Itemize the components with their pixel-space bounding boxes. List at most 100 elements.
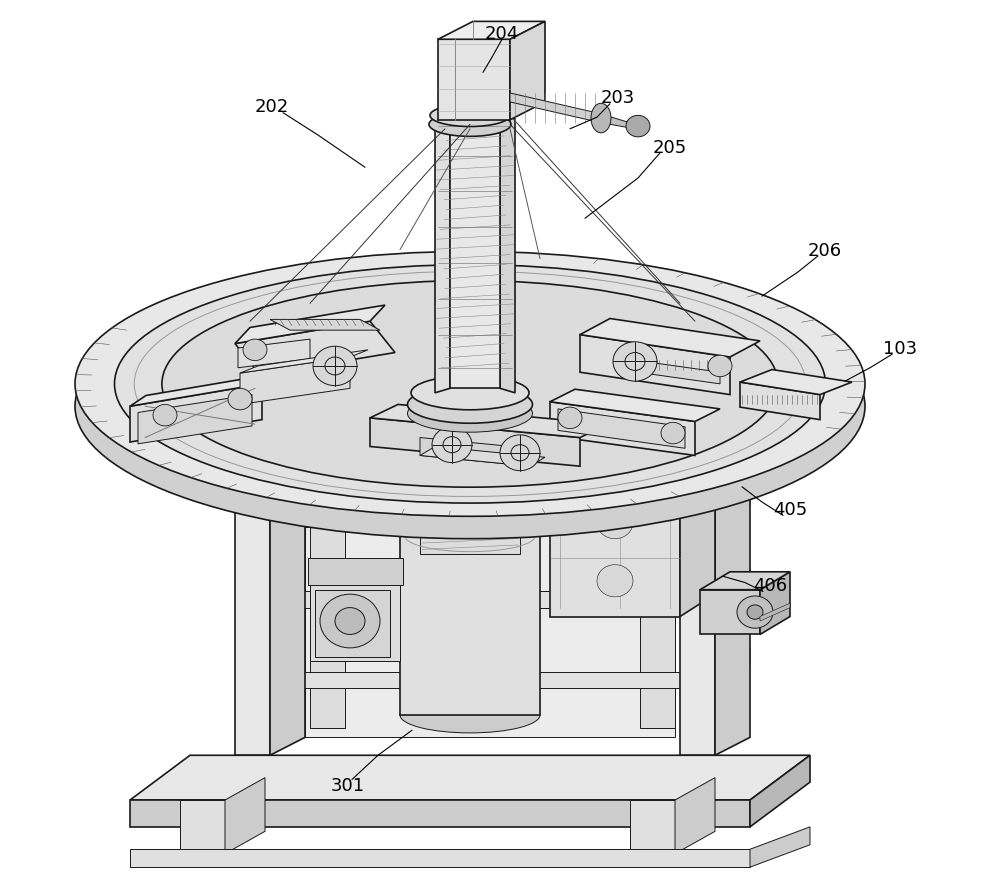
Ellipse shape (114, 266, 826, 503)
Polygon shape (130, 384, 262, 443)
Circle shape (747, 605, 763, 620)
Ellipse shape (400, 483, 540, 519)
Polygon shape (235, 511, 715, 527)
Polygon shape (255, 764, 295, 818)
Polygon shape (225, 778, 265, 854)
Circle shape (708, 356, 732, 377)
Polygon shape (235, 306, 385, 344)
Circle shape (335, 608, 365, 635)
Polygon shape (130, 849, 750, 867)
Ellipse shape (75, 252, 865, 517)
Polygon shape (235, 322, 395, 375)
Circle shape (597, 565, 633, 597)
Polygon shape (550, 402, 695, 456)
Polygon shape (700, 590, 760, 635)
Polygon shape (138, 395, 252, 444)
Circle shape (661, 423, 685, 444)
Polygon shape (625, 359, 720, 384)
Polygon shape (420, 438, 530, 467)
Text: 205: 205 (653, 139, 687, 156)
Polygon shape (420, 447, 545, 467)
Polygon shape (235, 456, 270, 755)
Ellipse shape (429, 113, 511, 137)
Circle shape (320, 595, 380, 648)
Circle shape (613, 342, 657, 382)
Polygon shape (238, 340, 310, 368)
Polygon shape (750, 827, 810, 867)
Polygon shape (440, 112, 510, 384)
Circle shape (626, 116, 650, 138)
Polygon shape (700, 572, 790, 590)
Polygon shape (435, 112, 450, 393)
Polygon shape (600, 114, 635, 130)
Circle shape (432, 427, 472, 463)
Ellipse shape (408, 386, 532, 424)
Polygon shape (438, 40, 510, 121)
Polygon shape (500, 112, 515, 393)
Circle shape (228, 389, 252, 410)
Polygon shape (715, 443, 750, 755)
Polygon shape (450, 112, 500, 389)
Ellipse shape (400, 697, 540, 733)
Polygon shape (315, 590, 390, 657)
Circle shape (737, 596, 773, 628)
Polygon shape (715, 569, 750, 608)
Polygon shape (580, 319, 760, 358)
Polygon shape (550, 501, 680, 617)
Polygon shape (680, 456, 715, 755)
Polygon shape (235, 672, 715, 688)
Polygon shape (580, 335, 730, 395)
Polygon shape (680, 483, 715, 617)
Polygon shape (675, 778, 715, 854)
Polygon shape (310, 563, 400, 662)
Polygon shape (400, 501, 540, 715)
Text: 204: 204 (485, 25, 519, 43)
Circle shape (313, 347, 357, 386)
Polygon shape (235, 429, 755, 456)
Circle shape (597, 507, 633, 539)
Polygon shape (240, 358, 350, 405)
Polygon shape (640, 438, 675, 729)
Polygon shape (180, 800, 225, 854)
Polygon shape (420, 501, 520, 554)
Text: 103: 103 (883, 340, 917, 358)
Text: 405: 405 (773, 501, 807, 519)
Ellipse shape (430, 105, 510, 128)
Polygon shape (235, 456, 720, 474)
Text: 202: 202 (255, 98, 289, 116)
Polygon shape (270, 438, 305, 755)
Polygon shape (310, 438, 345, 729)
Polygon shape (550, 483, 715, 501)
Polygon shape (438, 22, 545, 40)
Ellipse shape (408, 395, 532, 433)
Text: 206: 206 (808, 241, 842, 259)
Ellipse shape (162, 282, 778, 487)
Polygon shape (750, 755, 810, 827)
Polygon shape (240, 350, 368, 374)
Circle shape (500, 435, 540, 471)
Polygon shape (715, 650, 750, 688)
Polygon shape (130, 374, 278, 407)
Polygon shape (370, 418, 580, 467)
Text: 406: 406 (753, 577, 787, 595)
Polygon shape (760, 603, 790, 621)
Text: 203: 203 (601, 89, 635, 107)
Polygon shape (550, 390, 720, 422)
Polygon shape (235, 592, 715, 608)
Polygon shape (558, 409, 685, 449)
Circle shape (243, 340, 267, 361)
Ellipse shape (411, 376, 529, 410)
Circle shape (153, 405, 177, 426)
Polygon shape (510, 94, 600, 123)
Polygon shape (695, 764, 735, 818)
Polygon shape (305, 438, 675, 738)
Polygon shape (760, 572, 790, 635)
Polygon shape (130, 800, 750, 827)
Circle shape (558, 408, 582, 429)
Text: 301: 301 (331, 776, 365, 794)
Polygon shape (308, 559, 403, 586)
Polygon shape (740, 370, 852, 395)
Polygon shape (510, 22, 545, 121)
Polygon shape (130, 755, 810, 800)
Polygon shape (270, 320, 380, 331)
